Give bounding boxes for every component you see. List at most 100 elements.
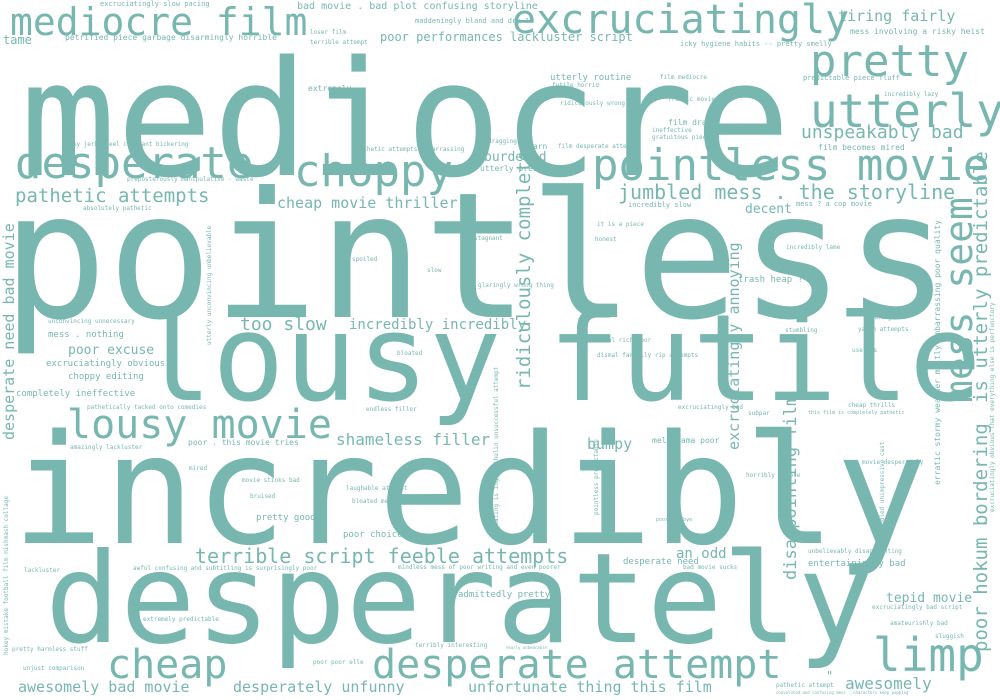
word-useless: useless (852, 347, 878, 354)
word-mediocre-film: mediocre film (10, 0, 308, 44)
word-stagnant: stagnant (474, 235, 503, 242)
word-pointless-movie: pointless movie (592, 140, 990, 191)
word-film-mediocre: film mediocre (660, 74, 707, 81)
word-saddled-unimpressive-cast: saddled unimpressive cast (879, 441, 886, 532)
word-horribly-simple: horribly simple (746, 472, 801, 479)
word-poor-goodbye: poor goodbye (656, 517, 693, 523)
word-meaningless: meaningless (866, 314, 906, 321)
word-lousy-movie: lousy movie (67, 402, 332, 448)
word-ridiculously-wrong: ridiculously wrong (560, 100, 626, 107)
word-poor-excuse: poor excuse (68, 343, 155, 358)
word-lackluster: lackluster (24, 567, 61, 574)
word-excruciatingly-bad-script: excruciatingly bad script (872, 604, 963, 611)
word-it-is-a-piece: it is a piece (597, 221, 644, 228)
word-movie-desperately: movie desperately (862, 459, 924, 466)
word-utterly: utterly (810, 84, 1000, 138)
word-loser-film: loser film (310, 29, 347, 36)
word-frantic-movie: frantic movie (668, 96, 715, 103)
word-film-desperate-attempt: film desperate attempt (558, 143, 638, 150)
word-maddeningly: maddeningly bland and dry ? (415, 17, 529, 25)
word-glaringly-wrong: glaringly wrong thing (478, 282, 554, 289)
word-desperately-unfunny: desperately unfunny (233, 678, 405, 696)
word-pointless: pointless (2, 156, 951, 359)
word-limp: limp (873, 628, 984, 682)
word-incredibly-lazy: incredibly lazy (884, 91, 939, 98)
word-banal-rich-poor: banal rich poor (597, 337, 652, 344)
word-football-film: hokey mistake football film mishmash col… (3, 496, 10, 655)
word-stumbling: stumbling (785, 327, 818, 334)
word-excruciatingly-obvious-that: excruciatingly obvious that everything e… (989, 302, 996, 512)
word-amazingly-lackluster: amazingly lackluster (70, 444, 143, 451)
word-incredibly-lame: incredibly lame (786, 244, 841, 251)
word-preposterously: preposterously manipulative - waste (127, 176, 254, 183)
word-unconvincing-unnecessary: unconvincing unnecessary (48, 318, 135, 325)
word-desperate-attempt: desperate attempt (372, 642, 782, 688)
word-gratuitous-piece: gratuitous piece (652, 134, 710, 141)
word-lousy: lousy (140, 290, 502, 429)
word-desperate-need: desperate need (623, 557, 699, 567)
word-cheap-thrills: cheap thrills (848, 402, 895, 409)
word-dismal-farrelly: dismal farrelly rip attempts (597, 352, 699, 359)
word-pathetic-attempt: pathetic attempt (776, 682, 834, 689)
word-subpar: subpar (748, 410, 770, 417)
word-convoluted: convoluted and confusing mess . characte… (776, 690, 909, 695)
word-awesomely: awesomely (845, 674, 932, 693)
word-utterly-predictable: utterly predictable (480, 164, 572, 173)
word-poor-poor-elle: poor poor elle (313, 659, 364, 666)
word-sluggish: sluggish (935, 633, 964, 640)
word-laughable-attempt: laughable attempt (346, 485, 408, 492)
word-excruciatingly-bad: excruciatingly bad (678, 404, 744, 411)
word-amateurishly-bad: amateurishly bad (890, 620, 948, 627)
word-poor-choices: poor choices (343, 530, 409, 540)
word-excruciatingly-obvious: excruciatingly obvious (46, 359, 166, 369)
word-utterly-routine: utterly routine (550, 73, 632, 83)
word-desperately: desperately (45, 527, 873, 672)
word-jumbled-mess: jumbled mess . the storyline (618, 180, 956, 204)
word-nearly-unbearable: nearly unbearable (506, 645, 547, 650)
word-endless-filler: endless filler (366, 406, 417, 413)
word-spoiled: spoiled (352, 256, 378, 263)
word-completely-ineffective: completely ineffective (16, 389, 136, 399)
word-choppy: choppy (294, 146, 453, 197)
word-honest: honest (595, 236, 617, 243)
word-mediocre: mediocre (20, 26, 791, 213)
word-futile: futile (548, 290, 982, 429)
word-utterly-unconvincing: utterly unconvincing unbelievable (206, 225, 213, 345)
word-tepid-movie: tepid movie (886, 591, 973, 606)
word-bad-movie-bad-plot: bad movie . bad plot confusing storyline (297, 1, 538, 12)
word-excruciatingly-annoying: excruciatingly annoying (725, 242, 743, 450)
word-too-slow: too slow (240, 314, 327, 335)
word-pretty-good: pretty good (256, 513, 316, 523)
word-icky: icky hygiene habits -- pretty smelly (680, 40, 832, 48)
word-mired: mired (189, 465, 208, 472)
word-yakin-attempts: yakin attempts (858, 326, 909, 333)
word-movie-stinks-bad: movie stinks bad (242, 477, 300, 484)
word-entertainingly-bad: entertainingly bad (808, 559, 906, 569)
word-poor-performances: poor performances lackluster script (380, 30, 633, 44)
word-decent: decent (745, 202, 792, 217)
word-bumpy: bumpy (587, 435, 633, 453)
word-tiny-quote: " (826, 669, 834, 683)
word-mess-nothing: mess . nothing (48, 330, 124, 340)
word-tiring-fairly: tiring fairly (838, 7, 956, 25)
word-cheap: cheap (107, 642, 228, 688)
word-mess-involving: mess involving a risky heist (850, 27, 985, 36)
word-film-drags: film drags (668, 118, 717, 127)
word-terrible-script-feeble-attempts: terrible script feeble attempts (195, 544, 569, 568)
word-awesomely-bad-movie: awesomely bad movie (18, 678, 190, 696)
word-disappointing-film: disappointing film (781, 395, 801, 580)
word-bloated: bloated (397, 350, 423, 357)
word-bruised: bruised (250, 493, 276, 500)
word-burdened: burdened (484, 150, 547, 165)
word-poor-this-movie-tries: poor . this movie tries (188, 438, 299, 447)
word-unbelievably-disappointing: unbelievably disappointing (808, 548, 902, 555)
word-bloated-mess: bloated mess (352, 498, 396, 505)
word-incredibly-slow: incredibly slow (628, 201, 692, 209)
word-petrified: petrified piece garbage disarmingly horr… (65, 33, 277, 42)
word-trash-heap: trash heap ? (738, 275, 804, 285)
word-shameless-filler: shameless filler (336, 430, 491, 449)
word-extremely: extremely (308, 84, 352, 93)
word-mindless-mess: mindless mess of poor writing and even p… (398, 564, 561, 571)
word-awful-confusing: awful confusing and subtitling is surpri… (133, 565, 318, 572)
